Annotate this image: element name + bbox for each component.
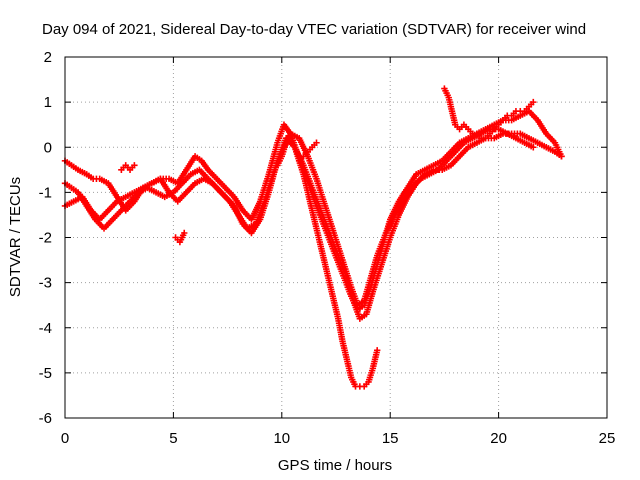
x-tick-label: 25	[599, 430, 616, 447]
series-track-f	[118, 139, 320, 246]
y-tick-label: -2	[39, 230, 52, 247]
data-point	[131, 162, 138, 169]
y-tick-label: 0	[44, 139, 52, 156]
y-tick-labels: 2 1 0 -1 -2 -3 -4 -5 -6	[39, 49, 52, 427]
y-axis-label: SDTVAR / TECUs	[7, 177, 24, 297]
x-tick-label: 10	[273, 430, 290, 447]
x-tick-label: 5	[169, 430, 177, 447]
series-track-e	[441, 85, 537, 142]
x-tick-label: 20	[490, 430, 507, 447]
data-point	[181, 229, 188, 237]
x-tick-labels: 0 5 10 15 20 25	[61, 430, 616, 447]
data-markers	[61, 85, 565, 390]
x-axis-label: GPS time / hours	[278, 457, 392, 474]
y-tick-label: -6	[39, 410, 52, 427]
axis-tick-marks	[64, 56, 608, 419]
data-point	[373, 347, 381, 354]
y-tick-label: -4	[39, 320, 52, 337]
series-track-d	[274, 130, 381, 390]
y-tick-label: 2	[44, 49, 52, 66]
x-tick-label: 15	[382, 430, 399, 447]
y-tick-label: -1	[39, 184, 52, 201]
y-tick-label: -5	[39, 365, 52, 382]
data-point	[530, 98, 537, 106]
data-point	[530, 144, 537, 151]
y-tick-label: -3	[39, 275, 52, 292]
data-point	[558, 153, 565, 160]
x-tick-label: 0	[61, 430, 69, 447]
y-tick-label: 1	[44, 94, 52, 111]
chart-title: Day 094 of 2021, Sidereal Day-to-day VTE…	[42, 21, 586, 38]
data-point	[313, 139, 320, 146]
